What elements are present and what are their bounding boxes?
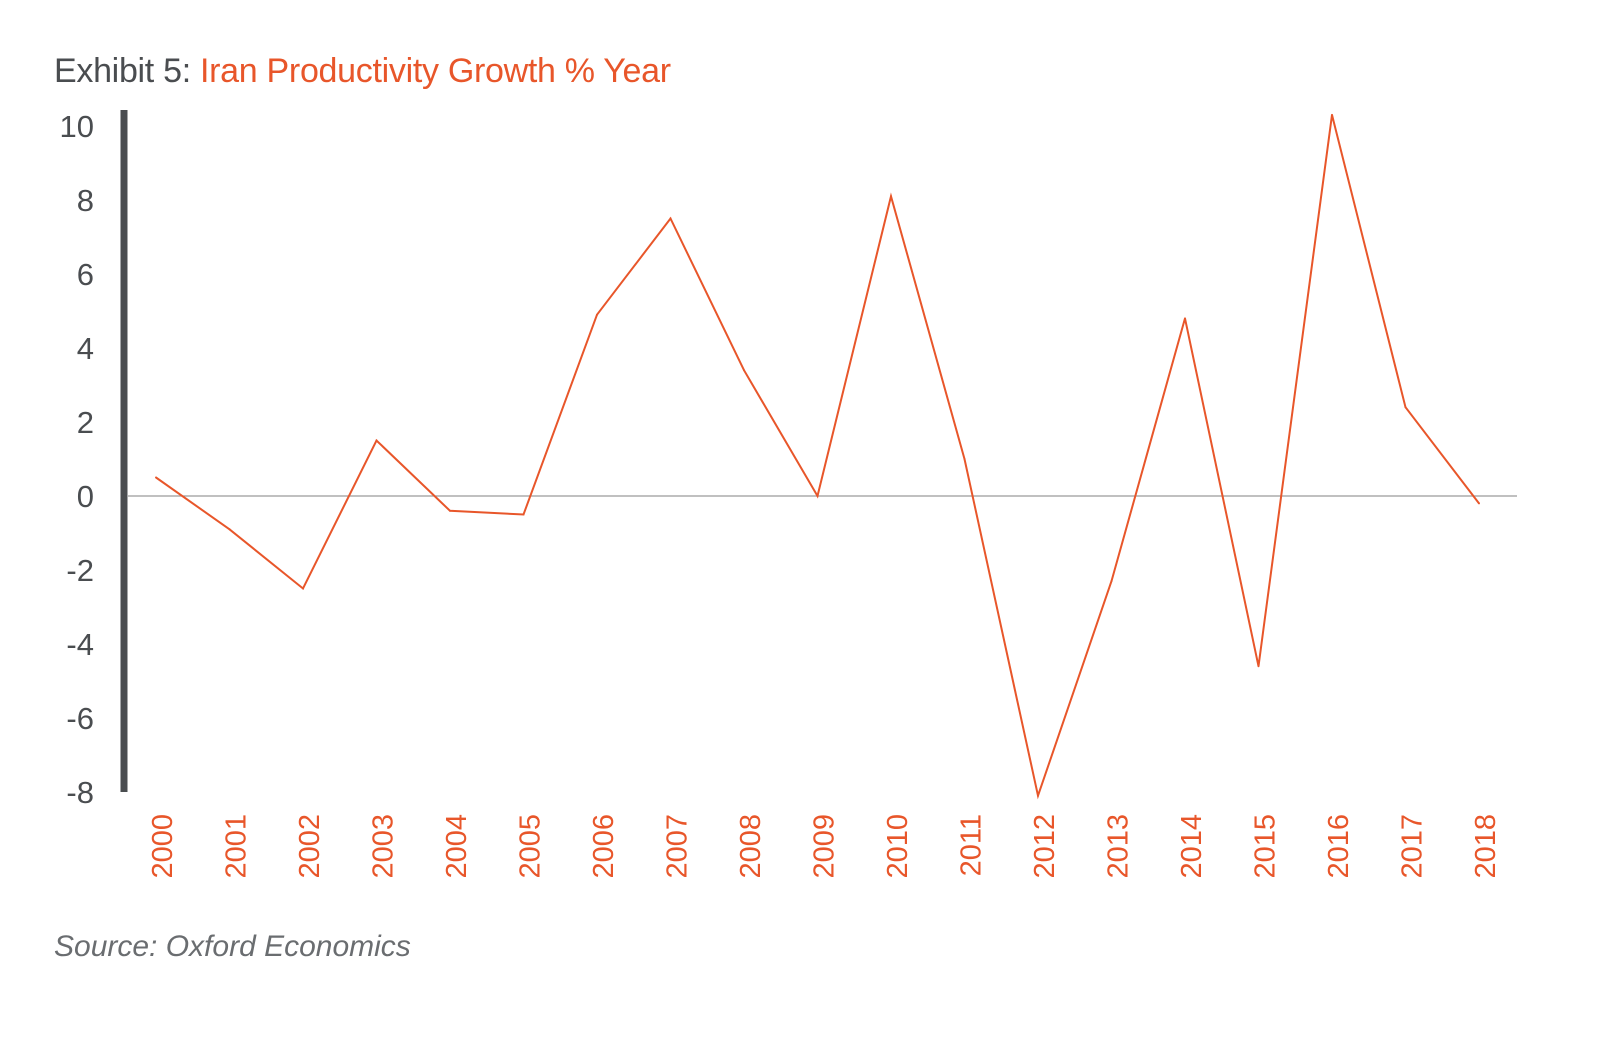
chart-title-main: Iran Productivity Growth % Year	[200, 52, 671, 90]
x-tick-label-2016: 2016	[1323, 814, 1355, 879]
source-note: Source: Oxford Economics	[54, 930, 411, 963]
y-tick-label: 10	[60, 109, 94, 144]
x-tick-label-2004: 2004	[441, 814, 473, 879]
y-tick-label: -4	[66, 627, 94, 662]
x-tick-label-2014: 2014	[1176, 814, 1208, 879]
x-tick-label-2008: 2008	[735, 814, 767, 879]
x-tick-label-2012: 2012	[1029, 814, 1061, 879]
x-tick-label-2000: 2000	[147, 814, 179, 879]
series-points	[155, 113, 1480, 797]
y-tick-label: 0	[77, 479, 94, 514]
data-point-2018	[1478, 502, 1480, 505]
x-tick-label-2002: 2002	[294, 814, 326, 879]
data-point-2013	[1110, 580, 1113, 583]
y-tick-label: 4	[77, 331, 94, 366]
x-tick-label-2001: 2001	[221, 814, 253, 879]
data-point-2000	[155, 476, 157, 479]
chart-title: Exhibit 5: Iran Productivity Growth % Ye…	[54, 52, 671, 91]
series-line	[155, 114, 1480, 800]
data-point-2016	[1331, 113, 1333, 116]
data-point-2001	[228, 528, 231, 531]
data-point-2010	[890, 195, 892, 198]
data-point-2015	[1257, 665, 1260, 668]
data-point-2014	[1184, 317, 1186, 320]
x-tick-label-2010: 2010	[882, 814, 914, 879]
y-tick-label: 2	[77, 405, 94, 440]
x-tick-label-2009: 2009	[809, 814, 841, 879]
y-tick-label: 6	[77, 257, 94, 292]
data-point-2007	[669, 217, 672, 220]
x-tick-label-2005: 2005	[515, 814, 547, 879]
data-point-2005	[522, 513, 525, 516]
x-tick-label-2007: 2007	[662, 814, 694, 879]
data-point-2009	[816, 495, 819, 497]
y-tick-label: -6	[66, 701, 94, 736]
data-point-2002	[302, 587, 304, 590]
data-point-2011	[963, 458, 966, 460]
x-tick-label-2013: 2013	[1103, 814, 1135, 879]
y-tick-label: -2	[66, 553, 94, 588]
data-point-2012	[1037, 794, 1039, 797]
y-tick-label: 8	[77, 183, 94, 218]
data-point-2006	[596, 313, 598, 316]
x-tick-label-2017: 2017	[1397, 814, 1429, 879]
x-tick-label-2011: 2011	[956, 814, 988, 876]
data-point-2008	[743, 369, 745, 372]
data-point-2004	[449, 509, 451, 512]
x-tick-label-2006: 2006	[588, 814, 620, 879]
x-tick-label-2003: 2003	[368, 814, 400, 879]
data-point-2003	[375, 439, 378, 442]
x-tick-label-2018: 2018	[1470, 814, 1502, 879]
y-tick-label: -8	[66, 775, 94, 810]
chart-title-prefix: Exhibit 5:	[54, 52, 191, 90]
y-axis-ticks: 10 8 6 4 2 0 -2 -4 -6 -8	[60, 109, 94, 810]
data-point-2017	[1404, 406, 1407, 409]
x-tick-label-2015: 2015	[1250, 814, 1282, 879]
x-axis-ticks: 2000 2001 2002 2003 2004 2005 2006 2007 2008 2009…	[147, 814, 1502, 879]
